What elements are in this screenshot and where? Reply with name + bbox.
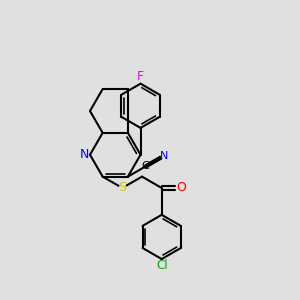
Text: N: N	[160, 151, 169, 161]
Text: F: F	[137, 70, 144, 83]
Text: O: O	[176, 182, 186, 194]
Text: N: N	[80, 148, 89, 161]
Text: C: C	[142, 161, 149, 171]
Text: Cl: Cl	[156, 260, 167, 272]
Text: S: S	[118, 182, 126, 194]
